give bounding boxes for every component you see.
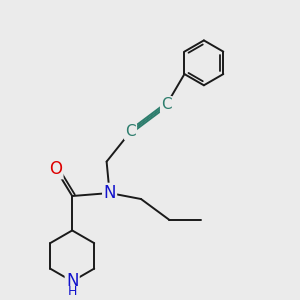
Text: O: O: [49, 160, 62, 178]
Text: N: N: [103, 184, 116, 202]
Text: N: N: [66, 272, 78, 290]
Text: H: H: [68, 285, 77, 298]
Text: C: C: [125, 124, 136, 139]
Text: C: C: [161, 97, 172, 112]
